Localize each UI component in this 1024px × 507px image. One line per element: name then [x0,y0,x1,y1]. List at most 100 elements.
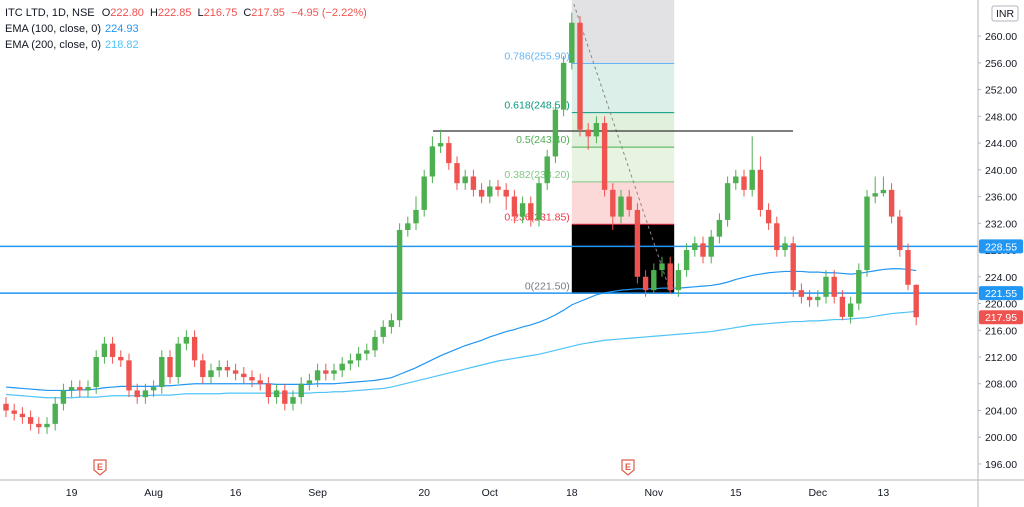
event-label: E [97,462,103,472]
y-tick-label: 208.00 [985,379,1017,391]
candle-body [692,243,698,251]
candle-body [339,363,345,371]
ema-row: EMA (200, close, 0) 218.82 [5,37,373,53]
y-tick-label: 244.00 [985,138,1017,150]
x-tick-label: Sep [308,487,327,499]
fib-zone [571,224,675,294]
candle-body [118,356,124,361]
candle-body [380,326,386,337]
candle-body [519,203,526,217]
candle-body [601,123,608,190]
x-tick-label: Aug [144,487,163,499]
ohlc-value: 222.85 [157,7,192,19]
candle-body [577,22,583,130]
price-tag-label: 217.95 [985,312,1017,324]
price-tag [979,286,1023,301]
candle-body [27,417,34,424]
candle-body [708,236,714,257]
candle-body [487,186,493,197]
ohlc-value: 216.75 [203,7,238,19]
fib-diagonal [573,3,671,292]
y-tick-label: 204.00 [985,405,1017,417]
candle-body [282,390,288,404]
event-marker [93,459,107,476]
candle-body [77,387,83,391]
candle-body [806,296,813,301]
candle-body [667,263,673,291]
candle-body [544,156,550,184]
candle-body [470,176,477,190]
change: −4.95 (−2.22%) [290,7,367,19]
candle-body [101,343,108,357]
candle-body [413,209,419,224]
fib-label: 0.786(255.90) [504,51,569,63]
candle-body [396,229,403,321]
candle-body [388,320,395,327]
candle-body [569,22,575,63]
candle-body [626,196,632,210]
candle-body [44,423,50,428]
price-tag [979,310,1023,325]
candle-body [437,143,444,147]
candle-body [126,360,132,391]
x-tick-label: 19 [66,487,78,499]
ohlc-row: ITC LTD, 1D, NSE O222.80 H222.85 L216.75 C2… [5,5,373,21]
series-name: EMA (200, close, 0) [5,39,101,51]
fib-zone [571,63,675,113]
ema-line [5,268,917,392]
x-tick-label: Oct [482,487,498,499]
candle-body [216,367,222,371]
ohlc-value: 222.80 [110,7,144,19]
candle-body [462,176,468,184]
candle-body [790,243,796,291]
candle-body [495,186,501,190]
candle-body [511,196,518,217]
y-tick-label: 248.00 [985,111,1017,123]
event-marker [621,459,635,476]
candle-body [109,343,116,357]
y-tick-label: 200.00 [985,432,1017,444]
y-tick-label: 240.00 [985,165,1017,177]
ohlc-key: H [149,7,158,19]
y-tick-label: 236.00 [985,192,1017,204]
candle-body [142,390,149,398]
candle-body [19,413,26,418]
candle-body [314,370,321,381]
candle-body [642,276,649,291]
y-tick-label: 252.00 [985,85,1017,97]
candle-body [241,373,247,378]
candle-body [888,189,895,217]
series-value: 224.93 [105,23,139,35]
candle-body [552,109,559,157]
candle-body [593,123,600,137]
x-tick-label: Nov [644,487,663,499]
candle-body [823,276,829,297]
fib-zone [571,147,675,182]
candle-body [864,196,870,271]
candle-body [159,356,165,388]
candle-body [913,284,919,318]
candle-body [134,390,140,398]
ohlc-key: O [101,7,111,19]
candle-body [675,270,682,291]
x-tick-label: 20 [418,487,430,499]
candle-body [232,370,239,374]
y-tick-label: 224.00 [985,272,1017,284]
candle-body [85,387,91,391]
candle-body [839,296,846,317]
candle-body [405,223,411,230]
candle-body [733,176,739,184]
y-tick-label: 260.00 [985,31,1017,43]
x-tick-label: 15 [730,487,742,499]
candle-body [454,163,460,184]
candle-body [347,360,354,364]
candle-body [880,189,887,194]
candle-body [651,270,657,291]
y-tick-label: 220.00 [985,299,1017,311]
candle-body [372,336,378,351]
x-tick-label: 13 [878,487,890,499]
x-tick-label: 18 [566,487,578,499]
candle-body [856,270,862,304]
candle-body [273,390,280,398]
